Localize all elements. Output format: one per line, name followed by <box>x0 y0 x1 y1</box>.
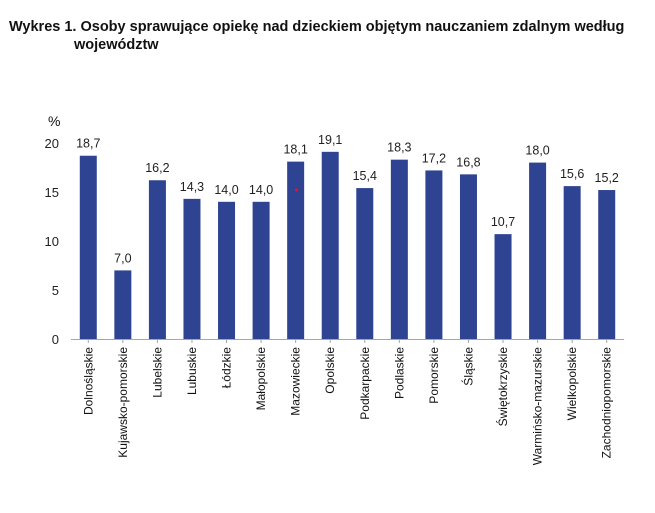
bar-1 <box>79 155 97 339</box>
bar-12 <box>459 174 477 339</box>
bar-3 <box>148 180 166 339</box>
chart-title-line-1: Wykres 1. Osoby sprawujące opiekę nad dz… <box>9 19 625 35</box>
data-label: 15,6 <box>560 167 584 181</box>
bar-4 <box>183 198 201 339</box>
category-label: Śląskie <box>460 347 475 386</box>
category-label: Warmińsko-mazurskie <box>531 347 545 466</box>
bar-5 <box>218 201 236 339</box>
data-label: 16,8 <box>456 155 480 169</box>
bar-11 <box>425 170 443 339</box>
category-label: Zachodniopomorskie <box>600 347 614 459</box>
y-tick-label: 15 <box>45 185 59 200</box>
data-label: 15,2 <box>595 171 619 185</box>
bar-10 <box>390 159 408 339</box>
y-tick-label: 5 <box>52 283 59 298</box>
data-label: 17,2 <box>422 151 446 165</box>
bar-2 <box>114 270 132 339</box>
data-label: 15,4 <box>353 169 377 183</box>
y-tick-label: 20 <box>45 136 59 151</box>
bar-15 <box>563 186 581 339</box>
category-label: Łódzkie <box>220 347 234 389</box>
data-label: 14,0 <box>214 183 238 197</box>
category-label: Podkarpackie <box>358 347 372 420</box>
chart-title-line-2: województw <box>74 37 159 53</box>
data-label: 19,1 <box>318 133 342 147</box>
category-label: Wielkopolskie <box>565 347 579 421</box>
category-label: Lubuskie <box>185 347 199 395</box>
category-label: Małopolskie <box>254 347 268 411</box>
category-label: Dolnośląskie <box>81 347 95 415</box>
category-label: Podlaskie <box>392 347 406 399</box>
data-label: 7,0 <box>114 251 131 265</box>
marker-dot <box>295 188 299 192</box>
data-label: 16,2 <box>145 161 169 175</box>
data-label: 10,7 <box>491 215 515 229</box>
category-label: Lubelskie <box>150 347 164 398</box>
y-axis-unit-label: % <box>48 113 60 129</box>
bar-16 <box>598 190 616 339</box>
bar-14 <box>529 162 547 339</box>
bar-13 <box>494 234 512 339</box>
data-label: 14,0 <box>249 183 273 197</box>
category-label: Kujawsko-pomorskie <box>116 347 130 458</box>
bar-8 <box>321 151 339 339</box>
bar-6 <box>252 201 270 339</box>
data-label: 18,1 <box>283 143 307 157</box>
category-label: Opolskie <box>323 347 337 394</box>
data-label: 18,3 <box>387 141 411 155</box>
category-label: Mazowieckie <box>289 347 303 416</box>
data-label: 14,3 <box>180 180 204 194</box>
data-label: 18,7 <box>76 137 100 151</box>
category-label: Świętokrzyskie <box>495 347 510 427</box>
y-tick-label: 10 <box>45 234 59 249</box>
bar-9 <box>356 188 374 339</box>
bar-7 <box>287 161 305 339</box>
category-label: Pomorskie <box>427 347 441 404</box>
y-tick-label: 0 <box>52 332 59 347</box>
data-label: 18,0 <box>525 144 549 158</box>
